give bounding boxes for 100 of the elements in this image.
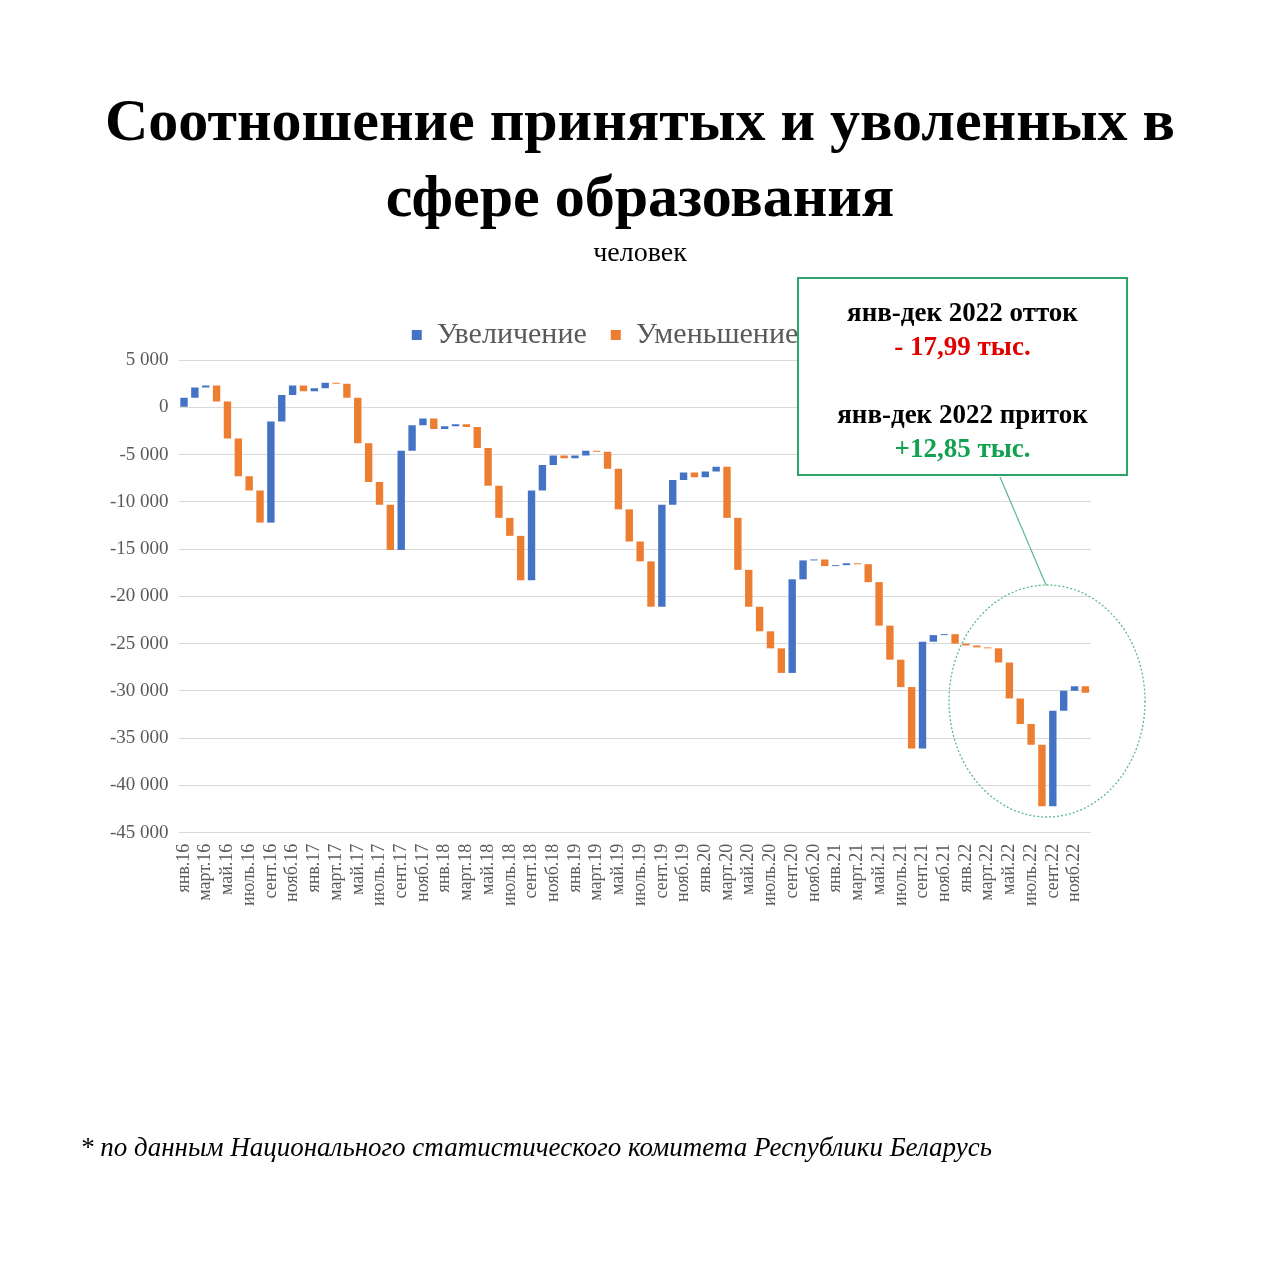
bar (647, 561, 655, 607)
bar (1005, 662, 1014, 699)
bar (571, 455, 579, 459)
x-tick-label: июль.17 (368, 843, 389, 906)
x-tick-label: март.21 (846, 843, 867, 901)
x-tick-label: июль.16 (237, 843, 258, 906)
x-tick-label: май.19 (607, 843, 628, 896)
x-tick-label: нояб.22 (1063, 843, 1084, 902)
x-tick-label: янв.21 (824, 843, 845, 893)
bar (462, 424, 471, 428)
annotation: - 17,99 тыс. (893, 330, 1032, 363)
bar (679, 472, 688, 481)
y-tick-label: -45 000 (110, 820, 169, 842)
bar (864, 564, 872, 583)
bar (799, 560, 807, 580)
y-tick-label: -25 000 (110, 631, 169, 653)
bar (180, 397, 188, 407)
callout-box: янв-дек 2022 отток - 17,99 тыс. янв-дек 2022 приток +12,85 тыс. (797, 277, 1128, 476)
y-tick-label: -10 000 (110, 489, 169, 511)
bar (777, 648, 786, 673)
bar (234, 438, 242, 477)
legend-label: Уменьшение (635, 315, 799, 349)
bar (1081, 686, 1090, 693)
bar (408, 425, 416, 451)
x-tick-label: май.20 (737, 843, 758, 896)
x-tick-label: март.19 (585, 843, 606, 901)
bar (191, 387, 199, 398)
bar (256, 490, 264, 523)
bar (1049, 710, 1057, 807)
x-tick-label: сент.19 (650, 843, 671, 899)
bar (745, 569, 753, 607)
x-tick-label: нояб.16 (281, 843, 302, 902)
y-tick-label: -30 000 (110, 678, 169, 700)
bar (267, 421, 275, 523)
bar (310, 388, 319, 392)
x-tick-label: янв.16 (172, 843, 193, 893)
bar (929, 635, 938, 642)
legend-label: Увеличение (436, 315, 587, 349)
bar (354, 397, 362, 444)
bar (723, 466, 731, 518)
bar (712, 466, 720, 472)
text: * по данным Национального статистического комитета Республики Беларусь (80, 1132, 992, 1163)
x-tick-label: сент.21 (911, 843, 932, 899)
x-tick-label: янв.20 (694, 843, 715, 893)
bar (690, 472, 699, 478)
y-tick-label: -5 000 (119, 442, 169, 464)
x-tick-label: сент.20 (780, 843, 801, 899)
bar (223, 401, 232, 439)
bar (918, 641, 927, 749)
x-tick-label: май.22 (998, 843, 1019, 896)
bar (560, 455, 568, 459)
x-tick-label: март.16 (194, 843, 215, 901)
bar (212, 385, 221, 402)
bar (897, 659, 905, 688)
bar (821, 559, 829, 567)
bar (538, 464, 547, 491)
x-tick-label: янв.19 (563, 843, 584, 893)
y-tick-label: 5 000 (125, 347, 169, 369)
bar (788, 579, 796, 673)
bar (636, 541, 644, 562)
x-tick-label: март.18 (455, 843, 476, 901)
y-tick-label: -15 000 (110, 537, 169, 559)
x-tick-label: май.17 (346, 843, 367, 896)
annotation: +12,85 тыс. (893, 432, 1032, 465)
bar (734, 517, 742, 570)
bar (658, 504, 666, 607)
bar (766, 631, 775, 649)
bar (386, 504, 395, 551)
x-tick-label: нояб.17 (411, 843, 432, 902)
bar (245, 476, 253, 491)
bar (603, 451, 612, 469)
bar (375, 481, 384, 505)
bar (516, 535, 525, 581)
x-tick-label: март.17 (324, 843, 345, 901)
bar (419, 418, 427, 426)
bar (625, 509, 633, 542)
bar (875, 582, 883, 626)
bar (582, 450, 590, 456)
bar (1016, 698, 1024, 724)
x-tick-label: сент.18 (520, 843, 541, 899)
bar (495, 485, 503, 518)
bar (907, 687, 916, 749)
chart-subtitle: человек (592, 236, 688, 268)
bar (614, 468, 623, 510)
x-tick-label: янв.22 (954, 843, 975, 893)
bar (506, 517, 514, 536)
bar (1070, 686, 1079, 691)
y-tick-label: -35 000 (110, 726, 169, 748)
x-tick-label: нояб.21 (932, 843, 953, 902)
bar (527, 490, 536, 581)
bar (951, 634, 959, 644)
chart-title: Соотношение принятых и уволенных в сфере образования (104, 86, 1176, 231)
bar (278, 394, 286, 422)
bar (1027, 723, 1035, 745)
bar (397, 450, 405, 551)
x-tick-label: июль.20 (759, 843, 780, 906)
bar (1059, 690, 1068, 711)
bar (886, 625, 894, 660)
bar (321, 382, 329, 389)
x-tick-label: март.20 (715, 843, 736, 901)
